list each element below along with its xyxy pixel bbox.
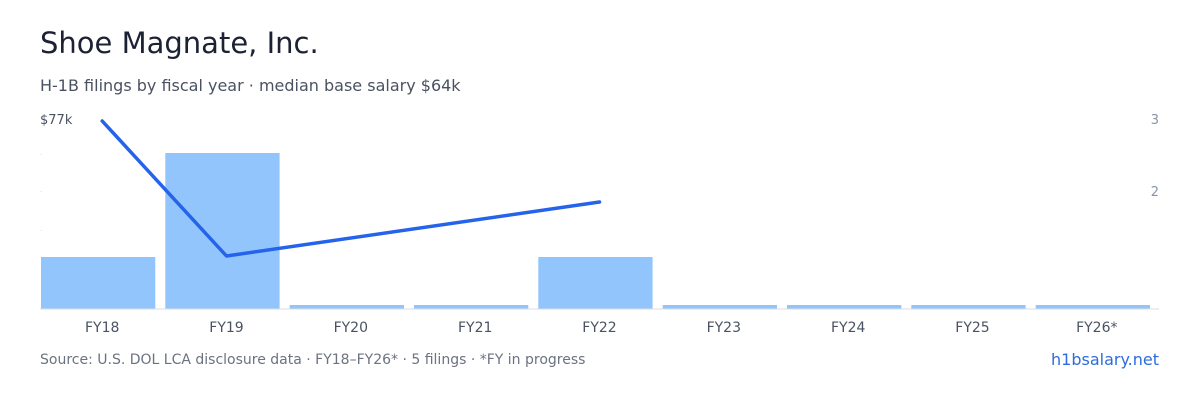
bar-fy22 xyxy=(538,257,653,309)
bar-fy24 xyxy=(787,305,902,309)
x-tick-label: FY21 xyxy=(458,320,492,336)
x-tick-label: FY18 xyxy=(85,320,119,336)
bar-fy25 xyxy=(911,305,1026,309)
bar-fy18 xyxy=(41,257,156,309)
page-subtitle: H-1B filings by fiscal year · median bas… xyxy=(40,76,461,95)
x-tick-label: FY24 xyxy=(831,320,866,336)
filings-salary-chart: FY18 FY19 FY20 FY21 FY22 FY23 FY24 FY25 FY26* $7… xyxy=(40,113,1159,336)
x-tick-label: FY22 xyxy=(582,320,616,336)
site-link[interactable]: h1bsalary.net xyxy=(1051,350,1159,369)
bar-fy19 xyxy=(165,153,280,309)
page-title: Shoe Magnate, Inc. xyxy=(40,26,319,60)
right-axis-tick-label: 2 xyxy=(1151,185,1159,200)
right-axis-tick-label: 3 xyxy=(1151,113,1159,128)
bar-fy26-star xyxy=(1035,305,1150,309)
left-axis-tick-dot: . xyxy=(40,150,42,157)
median-salary-line xyxy=(100,119,602,258)
footer-source: Source: U.S. DOL LCA disclosure data · F… xyxy=(40,352,586,368)
left-axis-top-label: $77k xyxy=(40,113,73,128)
bar-fy21 xyxy=(414,305,529,309)
bar-fy23 xyxy=(662,305,777,309)
left-axis-tick-dot: . xyxy=(40,226,42,233)
bar-fy20 xyxy=(289,305,404,309)
x-tick-label: FY23 xyxy=(707,320,741,336)
x-tick-label: FY19 xyxy=(209,320,243,336)
x-tick-label: FY20 xyxy=(334,320,368,336)
x-tick-label: FY25 xyxy=(955,320,989,336)
left-axis-tick-dot: . xyxy=(40,187,42,194)
x-tick-label: FY26* xyxy=(1076,320,1117,336)
